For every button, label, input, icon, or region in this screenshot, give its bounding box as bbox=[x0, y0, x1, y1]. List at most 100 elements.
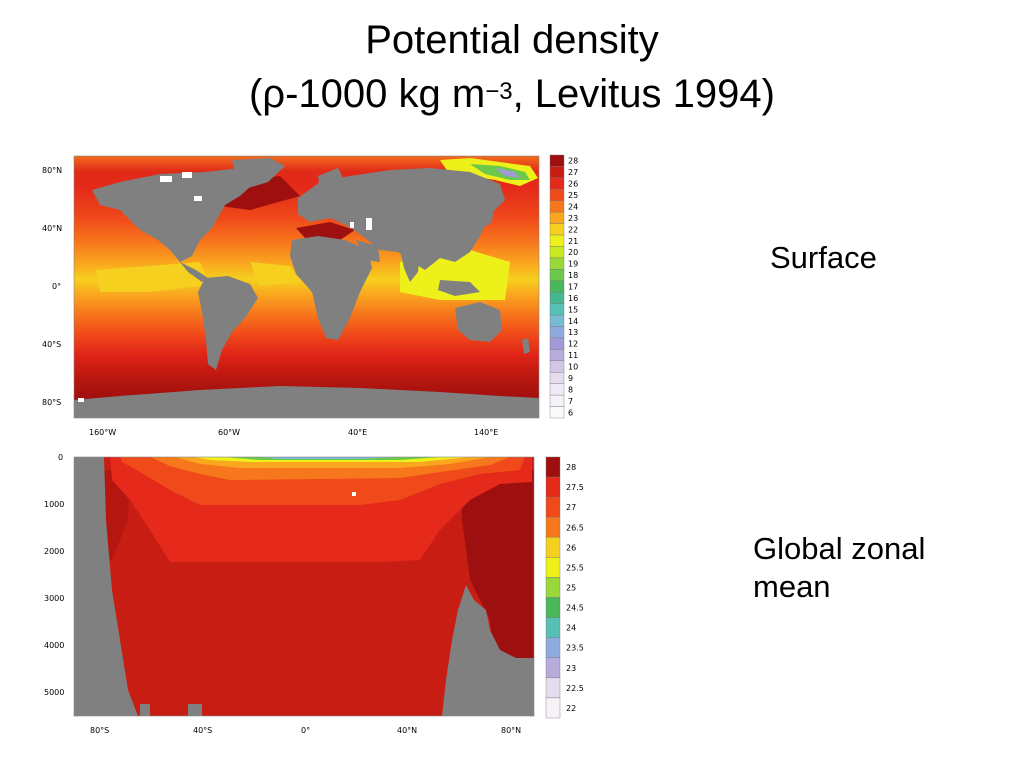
colorbar-label: 17 bbox=[568, 283, 578, 292]
colorbar-label: 25 bbox=[566, 584, 576, 593]
zonal-anomaly bbox=[352, 492, 356, 496]
colorbar-swatch bbox=[549, 394, 565, 407]
surface-map-frame bbox=[73, 155, 540, 419]
colorbar-label: 11 bbox=[568, 351, 578, 360]
arabia-land bbox=[356, 240, 380, 262]
colorbar-swatch bbox=[549, 360, 565, 373]
surface-y-tick: 40°N bbox=[42, 224, 62, 233]
colorbar-label: 8 bbox=[568, 385, 573, 394]
ice-patch bbox=[78, 398, 84, 402]
zonal-y-tick: 4000 bbox=[44, 641, 64, 650]
surface-x-tick: 60°W bbox=[218, 428, 240, 437]
colorbar-swatch bbox=[545, 517, 561, 538]
colorbar-label: 20 bbox=[568, 248, 578, 257]
scandinavia-land bbox=[318, 168, 345, 196]
title-line-2-exponent: −3 bbox=[485, 78, 513, 105]
colorbar-swatch bbox=[545, 537, 561, 558]
colorbar-label: 19 bbox=[568, 260, 578, 269]
colorbar-swatch bbox=[549, 372, 565, 384]
colorbar-swatch bbox=[549, 177, 565, 190]
page-title: Potential density bbox=[0, 17, 1024, 63]
ice-patch bbox=[182, 172, 192, 178]
southeast-asia-islands bbox=[438, 280, 480, 296]
colorbar-swatch bbox=[549, 280, 565, 293]
colorbar-swatch bbox=[549, 349, 565, 362]
colorbar-label: 22.5 bbox=[566, 684, 584, 693]
europe-asia-land bbox=[298, 168, 505, 270]
colorbar-label: 25 bbox=[568, 191, 578, 200]
colorbar-label: 23.5 bbox=[566, 644, 584, 653]
surface-x-tick: 140°E bbox=[474, 428, 498, 437]
colorbar-swatch bbox=[549, 223, 565, 236]
south-america-land bbox=[198, 276, 258, 370]
new-zealand-land bbox=[522, 338, 530, 354]
zonal-y-tick: 5000 bbox=[44, 688, 64, 697]
colorbar-swatch bbox=[549, 314, 565, 327]
colorbar-swatch bbox=[549, 189, 565, 201]
surface-y-axis: 80°N 40°N 0° 40°S 80°S bbox=[42, 166, 62, 407]
colorbar-swatch bbox=[545, 476, 561, 498]
colorbar-label: 21 bbox=[568, 237, 578, 246]
zonal-x-tick: 80°S bbox=[90, 726, 109, 735]
zonal-y-tick: 1000 bbox=[44, 500, 64, 509]
mediterranean-dense bbox=[296, 222, 355, 240]
colorbar-label: 22 bbox=[568, 225, 578, 234]
zonal-mean-label: Global zonal mean bbox=[753, 531, 926, 604]
colorbar-label: 28 bbox=[566, 463, 576, 472]
colorbar-label: 15 bbox=[568, 305, 578, 314]
colorbar-swatch bbox=[549, 303, 565, 316]
atlantic-warm bbox=[250, 262, 300, 286]
zonal-x-tick: 0° bbox=[301, 726, 310, 735]
zonal-northern-land bbox=[442, 457, 534, 716]
zonal-x-tick: 40°S bbox=[193, 726, 212, 735]
colorbar-swatch bbox=[545, 637, 561, 658]
colorbar-swatch bbox=[549, 154, 565, 167]
zonal-section bbox=[73, 456, 535, 717]
colorbar-swatch bbox=[549, 337, 565, 350]
colorbar-swatch bbox=[549, 234, 565, 247]
surface-x-tick: 160°W bbox=[89, 428, 116, 437]
colorbar-label: 26 bbox=[566, 543, 576, 552]
ice-patch bbox=[366, 218, 372, 230]
title-line-1: Potential density bbox=[365, 18, 659, 62]
zonal-ridge bbox=[188, 704, 202, 716]
ice-patch bbox=[194, 196, 202, 201]
colorbar-swatch bbox=[549, 326, 565, 339]
zonal-north-dense bbox=[462, 470, 534, 716]
colorbar-swatch bbox=[545, 697, 561, 719]
colorbar-label: 16 bbox=[568, 294, 578, 303]
zonal-x-tick: 80°N bbox=[501, 726, 521, 735]
colorbar-label: 23 bbox=[566, 664, 576, 673]
colorbar-label: 28 bbox=[568, 157, 578, 166]
ice-patch bbox=[160, 176, 172, 182]
colorbar-label: 25.5 bbox=[566, 563, 584, 572]
surface-x-axis: 160°W 60°W 40°E 140°E bbox=[89, 428, 498, 437]
zonal-y-tick: 2000 bbox=[44, 547, 64, 556]
greenland-land bbox=[232, 158, 285, 188]
colorbar-label: 27 bbox=[568, 168, 578, 177]
zonal-y-axis: 0 1000 2000 3000 4000 5000 bbox=[44, 453, 64, 697]
page-subtitle: (ρ-1000 kg m−3, Levitus 1994) bbox=[0, 71, 1024, 117]
colorbar-swatch bbox=[545, 577, 561, 598]
zonal-colorbar: 28 27.5 27 26.5 26 25.5 25 24.5 24 23.5 23 22.5 22 bbox=[545, 456, 584, 719]
north-america-land bbox=[92, 168, 260, 262]
zonal-x-tick: 40°N bbox=[397, 726, 417, 735]
colorbar-swatch bbox=[549, 246, 565, 259]
antarctica-land bbox=[74, 386, 539, 418]
colorbar-label: 27.5 bbox=[566, 483, 584, 492]
surface-y-tick: 80°S bbox=[42, 398, 61, 407]
central-america-land bbox=[180, 262, 208, 282]
colorbar-swatch bbox=[549, 383, 565, 396]
colorbar-swatch bbox=[549, 406, 565, 419]
zonal-frame bbox=[73, 456, 535, 717]
ice-patch bbox=[350, 222, 354, 228]
equatorial-pacific-warm bbox=[96, 262, 210, 292]
surface-y-tick: 0° bbox=[52, 282, 61, 291]
surface-x-tick: 40°E bbox=[348, 428, 367, 437]
colorbar-label: 7 bbox=[568, 397, 573, 406]
zonal-y-tick: 3000 bbox=[44, 594, 64, 603]
japan-land bbox=[486, 206, 494, 226]
colorbar-label: 23 bbox=[568, 214, 578, 223]
colorbar-label: 24.5 bbox=[566, 604, 584, 613]
colorbar-swatch bbox=[549, 292, 565, 304]
